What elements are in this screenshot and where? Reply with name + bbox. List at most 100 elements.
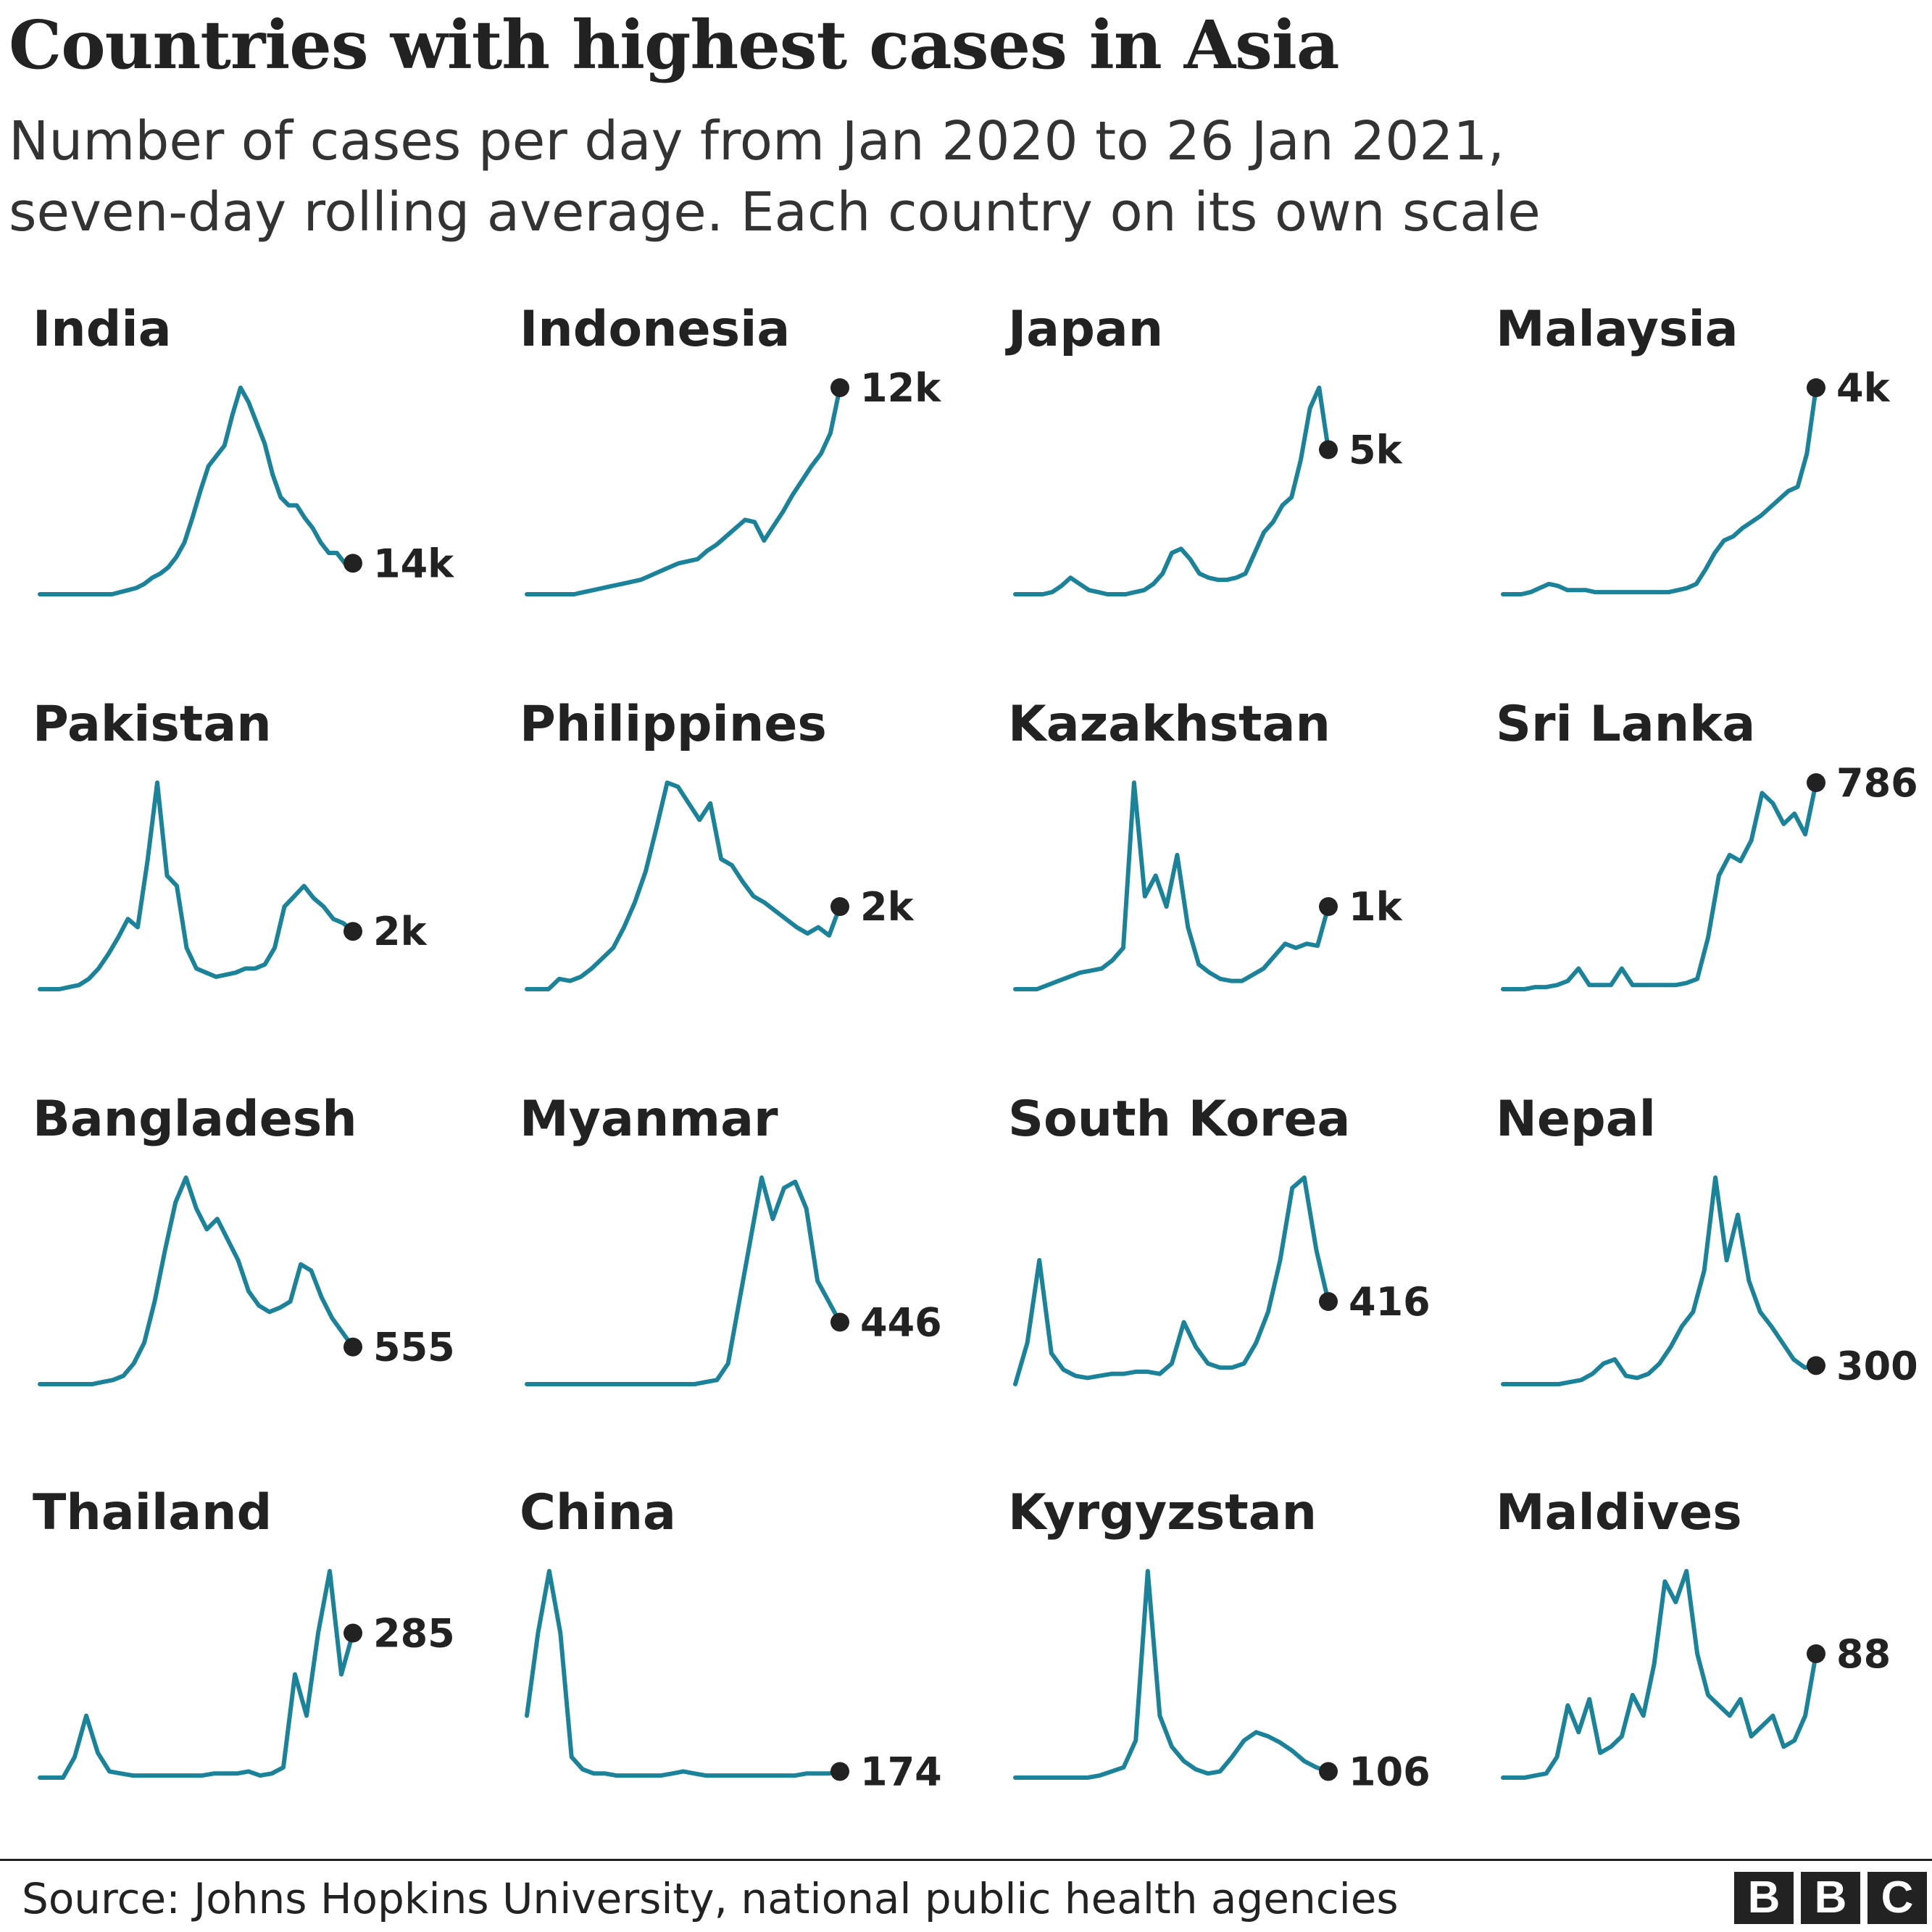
latest-value-label: 14k — [373, 541, 454, 586]
sparkline-chart: 300 — [1501, 1175, 1918, 1388]
sparkline-chart: 12k — [525, 365, 941, 596]
latest-value-marker — [1319, 1292, 1338, 1311]
latest-value-label: 2k — [860, 884, 915, 930]
country-panel: Kazakhstan 1k — [1008, 692, 1472, 1054]
country-name: China — [520, 1484, 676, 1541]
series-line — [525, 386, 842, 596]
country-panel: South Korea 416 — [1008, 1087, 1472, 1449]
latest-value-marker — [1319, 1762, 1338, 1781]
country-panel: Kyrgyzstan 106 — [1008, 1481, 1472, 1843]
latest-value-label: 786 — [1836, 760, 1918, 806]
sparkline-chart: 4k — [1501, 365, 1891, 596]
series-line — [525, 1175, 842, 1386]
sparkline-chart: 2k — [525, 780, 915, 991]
country-panel: Malaysia 4k — [1496, 297, 1932, 659]
country-name: Kyrgyzstan — [1008, 1484, 1317, 1541]
series-line — [38, 780, 355, 991]
latest-value-label: 4k — [1836, 365, 1891, 411]
sparkline-chart: 555 — [38, 1175, 455, 1386]
latest-value-label: 300 — [1836, 1343, 1918, 1388]
latest-value-marker — [343, 922, 362, 941]
latest-value-label: 285 — [373, 1611, 455, 1657]
latest-value-label: 5k — [1349, 428, 1403, 473]
series-line — [38, 1569, 355, 1780]
latest-value-marker — [830, 1312, 849, 1332]
footer-divider — [0, 1859, 1932, 1861]
country-panel: Maldives 88 — [1496, 1481, 1932, 1843]
latest-value-marker — [830, 897, 849, 916]
country-panel: Nepal 300 — [1496, 1087, 1932, 1449]
latest-value-marker — [1319, 440, 1338, 459]
latest-value-label: 106 — [1349, 1749, 1431, 1794]
latest-value-marker — [830, 378, 849, 397]
sparkline-chart: 2k — [38, 780, 428, 991]
sparkline-chart: 14k — [38, 386, 454, 596]
sparkline-chart: 786 — [1501, 760, 1918, 991]
latest-value-marker — [1807, 773, 1825, 792]
country-name: Sri Lanka — [1496, 696, 1756, 753]
latest-value-label: 88 — [1836, 1631, 1891, 1677]
sparkline-chart: 5k — [1013, 386, 1403, 596]
country-name: Japan — [1008, 301, 1164, 358]
series-line — [525, 780, 842, 991]
series-line — [1501, 1569, 1818, 1780]
country-name: Myanmar — [520, 1091, 778, 1148]
latest-value-label: 1k — [1349, 884, 1403, 930]
country-name: Philippines — [520, 696, 827, 753]
bbc-logo-letter: C — [1868, 1872, 1927, 1924]
latest-value-marker — [1807, 378, 1825, 397]
latest-value-marker — [1807, 1644, 1825, 1663]
latest-value-label: 416 — [1349, 1279, 1431, 1325]
bbc-logo-letter: B — [1801, 1872, 1860, 1924]
latest-value-label: 2k — [373, 909, 428, 954]
country-panel: India 14k — [33, 297, 496, 659]
sparkline-chart: 174 — [525, 1569, 942, 1794]
country-panel: Bangladesh 555 — [33, 1087, 496, 1449]
country-panel: Pakistan 2k — [33, 692, 496, 1054]
latest-value-marker — [343, 554, 362, 573]
latest-value-marker — [1807, 1356, 1825, 1375]
latest-value-marker — [830, 1762, 849, 1781]
country-panel: Indonesia 12k — [520, 297, 983, 659]
sparkline-chart: 285 — [38, 1569, 455, 1780]
subtitle-line-2: seven-day rolling average. Each country … — [9, 181, 1541, 243]
country-panel: China 174 — [520, 1481, 983, 1843]
series-line — [1013, 386, 1331, 596]
source-note: Source: Johns Hopkins University, nation… — [22, 1874, 1399, 1923]
country-name: Pakistan — [33, 696, 272, 753]
series-line — [525, 1569, 842, 1778]
country-name: South Korea — [1008, 1091, 1351, 1148]
country-name: Indonesia — [520, 301, 791, 358]
country-name: Bangladesh — [33, 1091, 357, 1148]
country-name: Malaysia — [1496, 301, 1739, 358]
series-line — [1013, 1569, 1331, 1780]
latest-value-label: 12k — [860, 365, 941, 411]
country-panel: Philippines 2k — [520, 692, 983, 1054]
series-line — [38, 1175, 355, 1386]
latest-value-label: 174 — [860, 1749, 942, 1794]
series-line — [1501, 386, 1818, 596]
bbc-logo-letter: B — [1734, 1872, 1794, 1924]
latest-value-label: 555 — [373, 1325, 455, 1370]
country-name: Thailand — [33, 1484, 272, 1541]
latest-value-marker — [343, 1623, 362, 1643]
chart-subtitle: Number of cases per day from Jan 2020 to… — [9, 106, 1541, 248]
country-name: Maldives — [1496, 1484, 1742, 1541]
country-panel: Thailand 285 — [33, 1481, 496, 1843]
series-line — [1501, 1175, 1818, 1386]
sparkline-chart: 416 — [1013, 1175, 1431, 1386]
bbc-logo: B B C — [1734, 1872, 1927, 1924]
country-panel: Japan 5k — [1008, 297, 1472, 659]
chart-title: Countries with highest cases in Asia — [9, 6, 1339, 84]
latest-value-label: 446 — [860, 1300, 942, 1346]
country-name: India — [33, 301, 172, 358]
country-panel: Myanmar 446 — [520, 1087, 983, 1449]
country-panel: Sri Lanka 786 — [1496, 692, 1932, 1054]
series-line — [38, 386, 355, 596]
sparkline-chart: 1k — [1013, 780, 1403, 991]
country-name: Kazakhstan — [1008, 696, 1331, 753]
sparkline-chart: 88 — [1501, 1569, 1891, 1780]
series-line — [1501, 780, 1818, 991]
latest-value-marker — [1319, 897, 1338, 916]
sparkline-chart: 106 — [1013, 1569, 1431, 1794]
